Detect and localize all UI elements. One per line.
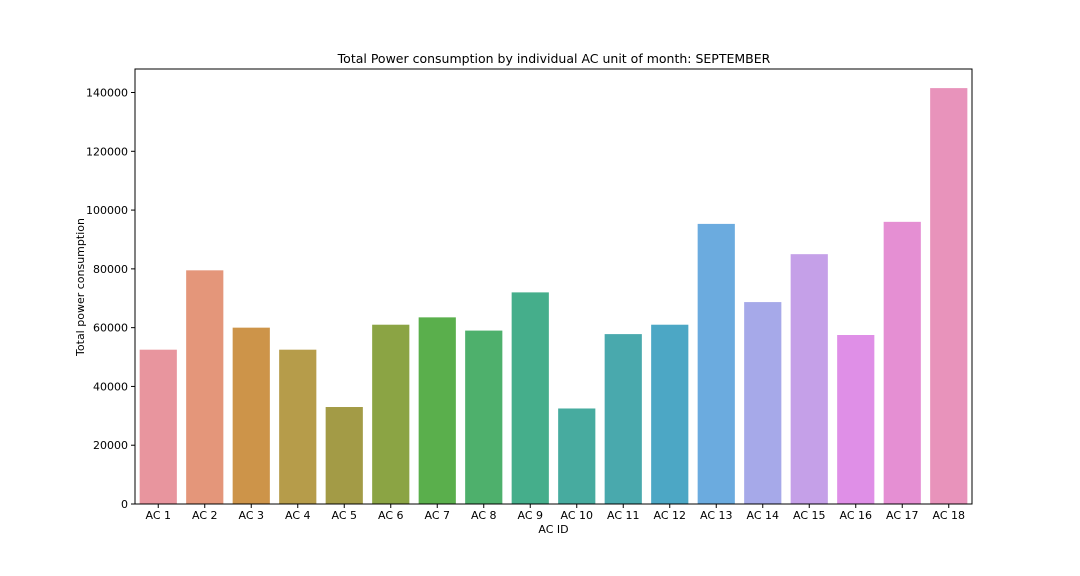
x-axis: AC 1 AC 2 AC 3 AC 4 AC 5 AC 6 AC 7 AC 8 AC 9 AC 1… — [145, 504, 965, 522]
x-tick-label: AC 2 — [192, 509, 218, 522]
y-tick-label: 20000 — [93, 439, 128, 452]
x-tick-label: AC 1 — [145, 509, 171, 522]
x-tick-label: AC 16 — [839, 509, 872, 522]
bar-ac-1 — [139, 349, 177, 504]
x-tick-label: AC 11 — [607, 509, 640, 522]
x-tick-label: AC 8 — [471, 509, 497, 522]
y-tick-label: 120000 — [86, 145, 128, 158]
bar-ac-9 — [511, 292, 549, 504]
y-tick-label: 0 — [121, 498, 128, 511]
x-tick-label: AC 7 — [424, 509, 450, 522]
y-tick-label: 140000 — [86, 87, 128, 100]
chart-title: Total Power consumption by individual AC… — [337, 51, 771, 66]
y-axis: 0 20000 40000 60000 80000 100000 120000 140000 — [86, 87, 135, 511]
y-tick-label: 100000 — [86, 204, 128, 217]
bar-ac-6 — [372, 324, 410, 504]
plot-frame — [134, 68, 973, 505]
bar-ac-4 — [279, 349, 317, 504]
x-tick-label: AC 5 — [331, 509, 357, 522]
x-tick-label: AC 6 — [378, 509, 404, 522]
bar-ac-13 — [697, 223, 735, 504]
bar-ac-8 — [465, 330, 503, 504]
x-tick-label: AC 12 — [653, 509, 686, 522]
x-axis-label: AC ID — [538, 523, 568, 536]
bars-layer — [139, 88, 968, 504]
x-tick-label: AC 14 — [746, 509, 779, 522]
bar-ac-18 — [930, 88, 968, 504]
y-tick-label: 60000 — [93, 322, 128, 335]
x-tick-label: AC 17 — [886, 509, 919, 522]
bar-ac-17 — [883, 221, 921, 504]
bar-ac-15 — [790, 254, 828, 504]
x-tick-label: AC 13 — [700, 509, 733, 522]
bar-ac-10 — [558, 408, 596, 504]
x-tick-label: AC 3 — [238, 509, 264, 522]
x-tick-label: AC 4 — [285, 509, 311, 522]
y-axis-label: Total power consumption — [74, 218, 87, 357]
bar-ac-16 — [837, 335, 875, 504]
bar-ac-2 — [186, 270, 224, 504]
bar-ac-14 — [744, 302, 782, 504]
bar-ac-5 — [325, 407, 363, 504]
x-tick-label: AC 10 — [560, 509, 593, 522]
x-tick-label: AC 18 — [932, 509, 965, 522]
bar-ac-12 — [651, 324, 689, 504]
x-tick-label: AC 9 — [517, 509, 543, 522]
y-tick-label: 40000 — [93, 380, 128, 393]
bar-ac-7 — [418, 317, 456, 504]
bar-ac-11 — [604, 334, 642, 504]
y-tick-label: 80000 — [93, 263, 128, 276]
bar-ac-3 — [232, 327, 270, 504]
x-tick-label: AC 15 — [793, 509, 826, 522]
